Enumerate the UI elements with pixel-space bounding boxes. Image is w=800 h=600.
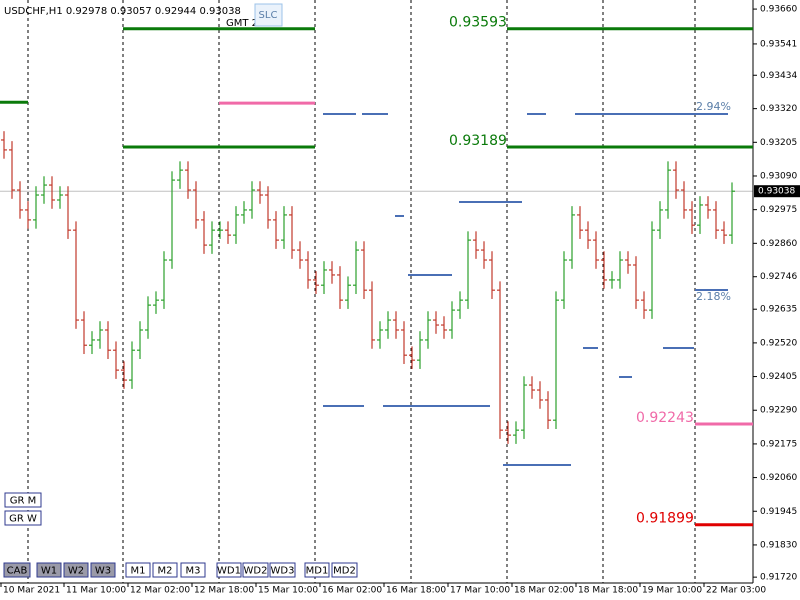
y-tick-label: 0.91945 bbox=[760, 507, 797, 517]
button[interactable]: WD1 bbox=[216, 562, 242, 578]
x-tick-label: 12 Mar 18:00 bbox=[194, 586, 254, 596]
button-frame[interactable] bbox=[4, 510, 42, 526]
y-tick-label: 0.92405 bbox=[760, 372, 797, 382]
button-frame[interactable] bbox=[125, 562, 151, 578]
button-frame[interactable] bbox=[3, 562, 31, 578]
button-label[interactable]: M3 bbox=[186, 566, 201, 577]
x-tick-label: 12 Mar 02:00 bbox=[130, 586, 190, 596]
button-frame[interactable] bbox=[304, 562, 330, 578]
x-tick-label: 11 Mar 10:00 bbox=[66, 586, 126, 596]
button-frame[interactable] bbox=[216, 562, 242, 578]
x-tick-label: 16 Mar 02:00 bbox=[322, 586, 382, 596]
button[interactable]: W2 bbox=[63, 562, 89, 578]
x-tick-label: 18 Mar 18:00 bbox=[578, 586, 638, 596]
last-price-box bbox=[754, 185, 800, 198]
button-label[interactable]: W2 bbox=[68, 566, 84, 577]
button-label[interactable]: SLC bbox=[259, 10, 278, 21]
button[interactable]: MD1 bbox=[304, 562, 330, 578]
button-frame[interactable] bbox=[63, 562, 89, 578]
y-tick-label: 0.92060 bbox=[760, 473, 797, 483]
button-frame[interactable] bbox=[152, 562, 178, 578]
button[interactable]: WD3 bbox=[269, 562, 296, 578]
level-label: 0.92243 bbox=[636, 410, 694, 426]
y-tick-label: 0.93090 bbox=[760, 171, 797, 181]
note: 2.18% bbox=[696, 290, 731, 303]
y-tick-label: 0.92860 bbox=[760, 239, 797, 249]
button-label[interactable]: WD2 bbox=[244, 566, 268, 577]
level-label: 0.93189 bbox=[449, 133, 507, 149]
last-price-label: 0.93038 bbox=[758, 187, 795, 197]
button-frame[interactable] bbox=[36, 562, 62, 578]
button-frame[interactable] bbox=[4, 492, 42, 508]
button[interactable]: W1 bbox=[36, 562, 62, 578]
button-label[interactable]: WD3 bbox=[271, 566, 295, 577]
button[interactable]: CAB bbox=[3, 562, 31, 578]
x-tick-label: 22 Mar 03:00 bbox=[706, 586, 766, 596]
slc-button[interactable]: SLC bbox=[254, 3, 283, 27]
button[interactable]: GR W bbox=[4, 510, 42, 526]
y-tick-label: 0.92175 bbox=[760, 439, 797, 449]
y-tick-label: 0.92975 bbox=[760, 205, 797, 215]
y-tick-label: 0.93660 bbox=[760, 5, 797, 15]
annotation: GMT 2 bbox=[226, 18, 258, 29]
note: 2.94% bbox=[696, 100, 731, 113]
button-label[interactable]: M1 bbox=[131, 566, 146, 577]
button-label[interactable]: MD2 bbox=[333, 566, 356, 577]
button-label[interactable]: GR M bbox=[10, 496, 37, 507]
button-frame[interactable] bbox=[269, 562, 296, 578]
button-label[interactable]: W3 bbox=[95, 566, 111, 577]
button-label[interactable]: CAB bbox=[7, 566, 28, 577]
x-tick-label: 15 Mar 10:00 bbox=[258, 586, 318, 596]
x-tick-label: 17 Mar 10:00 bbox=[450, 586, 510, 596]
button-frame[interactable] bbox=[331, 562, 358, 578]
button-label[interactable]: M2 bbox=[158, 566, 173, 577]
y-tick-label: 0.92290 bbox=[760, 406, 797, 416]
y-tick-label: 0.91830 bbox=[760, 540, 797, 550]
x-tick-label: 19 Mar 10:00 bbox=[642, 586, 702, 596]
y-tick-label: 0.92520 bbox=[760, 338, 797, 348]
session-separators bbox=[27, 0, 696, 583]
y-tick-label: 0.93434 bbox=[760, 71, 797, 81]
range-markers bbox=[323, 113, 728, 466]
button[interactable]: WD2 bbox=[242, 562, 269, 578]
button[interactable]: M1 bbox=[125, 562, 151, 578]
chart-title: USDCHF,H1 0.92978 0.93057 0.92944 0.9303… bbox=[4, 6, 241, 17]
button-frame[interactable] bbox=[180, 562, 206, 578]
button[interactable]: M3 bbox=[180, 562, 206, 578]
x-tick-label: 10 Mar 2021 bbox=[3, 586, 60, 596]
button-frame[interactable] bbox=[242, 562, 269, 578]
y-tick-label: 0.92635 bbox=[760, 305, 797, 315]
button-label[interactable]: MD1 bbox=[306, 566, 329, 577]
level-label: 0.93593 bbox=[449, 15, 507, 31]
button-label[interactable]: WD1 bbox=[217, 566, 241, 577]
y-tick-label: 0.93205 bbox=[760, 138, 797, 148]
y-tick-label: 0.93320 bbox=[760, 104, 797, 114]
level-label: 0.91899 bbox=[636, 511, 694, 527]
button[interactable]: MD2 bbox=[331, 562, 358, 578]
button-label[interactable]: GR W bbox=[9, 514, 37, 525]
y-tick-label: 0.92746 bbox=[760, 272, 797, 282]
button-label[interactable]: W1 bbox=[41, 566, 57, 577]
x-tick-label: 18 Mar 02:00 bbox=[514, 586, 574, 596]
x-tick-label: 16 Mar 18:00 bbox=[386, 586, 446, 596]
y-tick-label: 0.93541 bbox=[760, 39, 797, 49]
button[interactable]: GR M bbox=[4, 492, 42, 508]
button[interactable]: W3 bbox=[90, 562, 116, 578]
button-frame[interactable] bbox=[254, 3, 283, 27]
button[interactable]: M2 bbox=[152, 562, 178, 578]
y-tick-label: 0.91720 bbox=[760, 573, 797, 583]
button-frame[interactable] bbox=[90, 562, 116, 578]
price-bars bbox=[1, 131, 735, 444]
